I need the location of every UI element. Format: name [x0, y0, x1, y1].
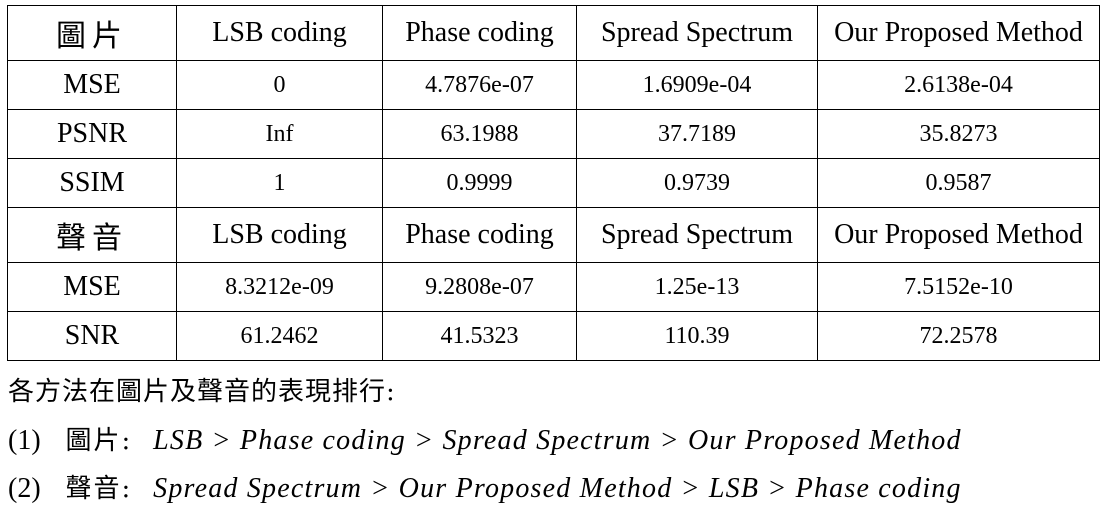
table-cell: 0.9999 [382, 158, 577, 208]
header-spread-spectrum: Spread Spectrum [576, 207, 818, 263]
ranking-number: (1) [8, 425, 41, 456]
table-cell: 63.1988 [382, 109, 577, 159]
ranking-text: LSB > Phase coding > Spread Spectrum > O… [153, 425, 962, 456]
table-row: SNR 61.2462 41.5323 110.39 72.2578 [7, 311, 1100, 361]
ranking-number: (2) [8, 473, 41, 504]
table-row: MSE 8.3212e-09 9.2808e-07 1.25e-13 7.515… [7, 262, 1100, 312]
table-cell: 0.9587 [817, 158, 1100, 208]
image-header-row: 圖片 LSB coding Phase coding Spread Spectr… [7, 5, 1100, 61]
metric-label: MSE [7, 60, 177, 110]
header-phase-coding: Phase coding [382, 5, 577, 61]
table-cell: 41.5323 [382, 311, 577, 361]
table-cell: 0.9739 [576, 158, 818, 208]
image-section-label: 圖片 [7, 5, 177, 61]
table-cell: 1.25e-13 [576, 262, 818, 312]
table-cell: 110.39 [576, 311, 818, 361]
ranking-label: 聲音: [65, 474, 133, 504]
header-spread-spectrum: Spread Spectrum [576, 5, 818, 61]
audio-header-row: 聲音 LSB coding Phase coding Spread Spectr… [7, 207, 1100, 263]
notes-title: 各方法在圖片及聲音的表現排行: [8, 377, 396, 407]
header-our-proposed-method: Our Proposed Method [817, 5, 1100, 61]
header-lsb-coding: LSB coding [176, 207, 383, 263]
table-row: PSNR Inf 63.1988 37.7189 35.8273 [7, 109, 1100, 159]
metric-label: PSNR [7, 109, 177, 159]
ranking-item-audio: (2) 聲音: Spread Spectrum > Our Proposed M… [8, 464, 1106, 512]
metric-label: MSE [7, 262, 177, 312]
table-cell: 8.3212e-09 [176, 262, 383, 312]
table-cell: 4.7876e-07 [382, 60, 577, 110]
table-cell: 72.2578 [817, 311, 1100, 361]
ranking-text: Spread Spectrum > Our Proposed Method > … [153, 473, 962, 504]
ranking-notes: 各方法在圖片及聲音的表現排行: (1) 圖片: LSB > Phase codi… [8, 368, 1106, 512]
metric-label: SNR [7, 311, 177, 361]
table-cell: 7.5152e-10 [817, 262, 1100, 312]
ranking-item-image: (1) 圖片: LSB > Phase coding > Spread Spec… [8, 416, 1106, 464]
table-cell: 1 [176, 158, 383, 208]
table-cell: 9.2808e-07 [382, 262, 577, 312]
table-row: MSE 0 4.7876e-07 1.6909e-04 2.6138e-04 [7, 60, 1100, 110]
table-cell: 1.6909e-04 [576, 60, 818, 110]
header-phase-coding: Phase coding [382, 207, 577, 263]
metric-label: SSIM [7, 158, 177, 208]
header-our-proposed-method: Our Proposed Method [817, 207, 1100, 263]
table-cell: 37.7189 [576, 109, 818, 159]
table-cell: 2.6138e-04 [817, 60, 1100, 110]
table-cell: 61.2462 [176, 311, 383, 361]
ranking-label: 圖片: [65, 426, 133, 456]
table-row: SSIM 1 0.9999 0.9739 0.9587 [7, 158, 1100, 208]
results-table: 圖片 LSB coding Phase coding Spread Spectr… [7, 5, 1100, 361]
table-cell: 35.8273 [817, 109, 1100, 159]
table-cell: 0 [176, 60, 383, 110]
audio-section-label: 聲音 [7, 207, 177, 263]
table-cell: Inf [176, 109, 383, 159]
header-lsb-coding: LSB coding [176, 5, 383, 61]
